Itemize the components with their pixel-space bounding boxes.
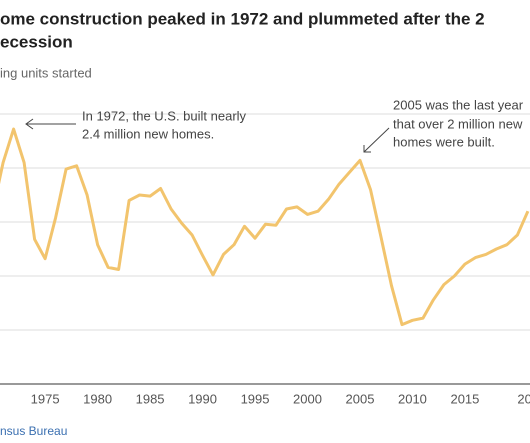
x-tick-label: 2000 <box>293 391 322 406</box>
x-tick-label: 202 <box>517 391 530 406</box>
annotation-arrow <box>363 127 390 153</box>
annotation-arrow <box>25 118 34 130</box>
chart-title: ecession <box>0 32 73 51</box>
x-tick-label: 1975 <box>31 391 60 406</box>
annotation: 2005 was the last year <box>393 97 524 112</box>
x-tick-label: 1985 <box>136 391 165 406</box>
annotation: 2.4 million new homes. <box>82 126 214 141</box>
x-tick-label: 2005 <box>346 391 375 406</box>
x-tick-label: 1980 <box>83 391 112 406</box>
x-tick-label: 1990 <box>188 391 217 406</box>
annotation: homes were built. <box>393 134 495 149</box>
chart-title: ome construction peaked in 1972 and plum… <box>0 9 485 28</box>
source: nsus Bureau <box>0 424 67 438</box>
chart-subtitle: ing units started <box>0 65 92 80</box>
x-tick-label: 1995 <box>241 391 270 406</box>
data-line <box>0 127 530 327</box>
x-tick-label: 2010 <box>398 391 427 406</box>
annotation: that over 2 million new <box>393 116 523 131</box>
plot <box>0 127 530 327</box>
grid <box>0 113 530 331</box>
annotation: In 1972, the U.S. built nearly <box>82 108 247 123</box>
x-tick-label: 2015 <box>450 391 479 406</box>
annotation-arrow <box>363 145 371 153</box>
